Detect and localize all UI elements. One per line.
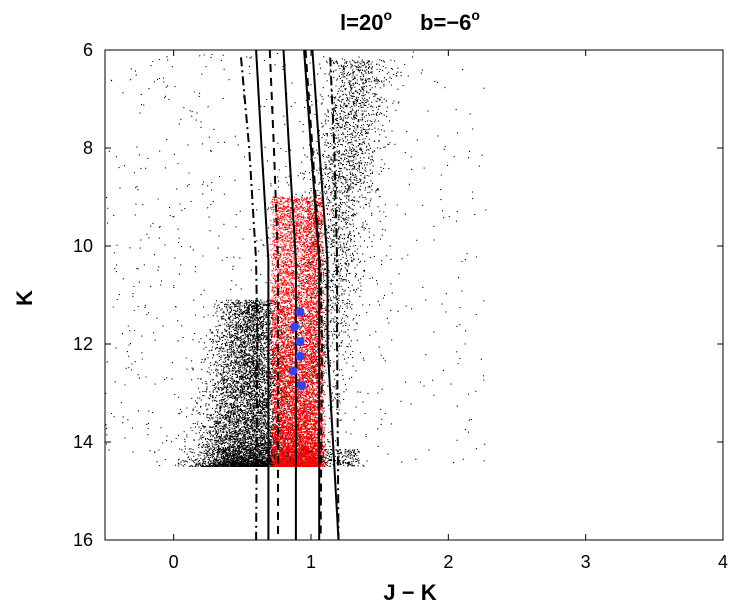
curve-solid-2 <box>255 49 270 540</box>
title-b-superscript: o <box>471 7 480 23</box>
x-tick-label: 3 <box>581 552 591 572</box>
y-axis-title: K <box>12 290 37 306</box>
y-tick-label: 10 <box>73 236 93 256</box>
isochrone-curves <box>240 49 340 541</box>
plot-frame <box>104 49 724 541</box>
title-b-label: b=−6 <box>420 10 471 35</box>
curve-solid-4 <box>282 49 297 540</box>
chart-title: l=20o b=−6o <box>340 7 480 35</box>
curve-dashdot-8 <box>329 57 340 541</box>
x-tick-label: 2 <box>443 552 453 572</box>
y-tick-label: 16 <box>73 530 93 550</box>
blue-point-6 <box>296 381 306 391</box>
y-tick-label: 12 <box>73 334 93 354</box>
blue-points-layer <box>288 307 306 391</box>
blue-point-3 <box>295 337 305 347</box>
x-axis-ticks: 0 1 2 3 4 <box>169 50 728 572</box>
x-axis-title: J − K <box>383 580 436 605</box>
y-tick-label: 8 <box>83 138 93 158</box>
x-tick-label: 4 <box>718 552 728 572</box>
curve-dashdot-1 <box>240 57 259 541</box>
x-tick-label: 1 <box>306 552 316 572</box>
blue-point-1 <box>295 307 305 317</box>
scatter-layer <box>105 50 487 468</box>
title-l-label: l=20 <box>340 10 383 35</box>
y-tick-label: 6 <box>83 40 93 60</box>
x-tick-label: 0 <box>169 552 179 572</box>
blue-point-4 <box>295 351 305 361</box>
curve-solid-7 <box>311 49 340 541</box>
blue-point-2 <box>290 322 299 332</box>
y-tick-label: 14 <box>73 432 93 452</box>
title-l-superscript: o <box>383 7 392 23</box>
y-axis-ticks: 6 8 10 12 14 16 <box>73 40 723 550</box>
blue-point-5 <box>288 366 298 376</box>
curve-dashed-3 <box>268 49 279 540</box>
